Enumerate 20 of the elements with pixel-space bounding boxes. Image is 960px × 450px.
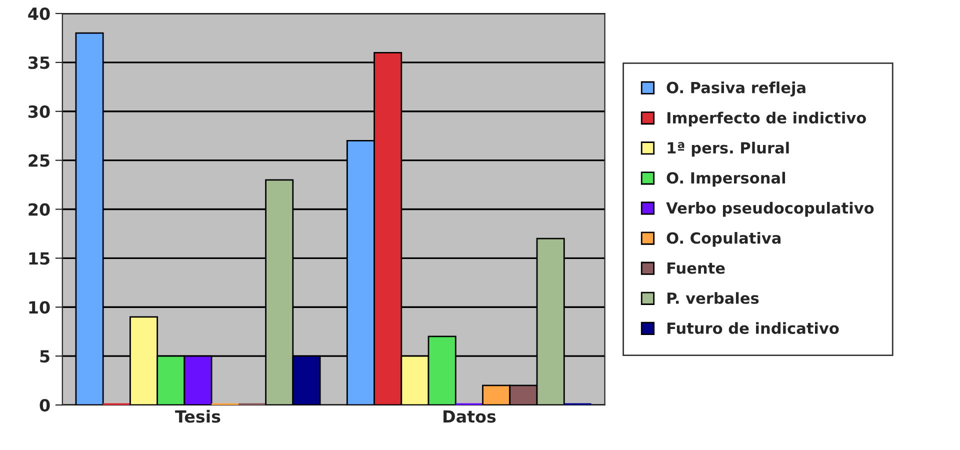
legend-label: 1ª pers. Plural — [668, 142, 789, 157]
legend-label: O. Impersonal — [666, 172, 785, 187]
y-tick-label: 20 — [28, 203, 50, 216]
legend-label: O. Pasiva refleja — [666, 82, 806, 96]
y-tick-label: 35 — [28, 56, 50, 70]
y-tick-label: 5 — [40, 350, 50, 363]
y-tick-label: 15 — [29, 252, 50, 265]
legend-label: O. Copulativa — [666, 232, 781, 247]
y-tick-label: 30 — [28, 105, 50, 118]
y-tick-label: 10 — [29, 301, 50, 314]
y-tick-label: 40 — [28, 7, 50, 20]
legend-label: Imperfecto de indictivo — [667, 112, 866, 127]
legend-label: Fuente — [667, 262, 725, 274]
x-tick-label: Datos — [444, 410, 496, 423]
legend-label: Verbo pseudocopulativo — [666, 202, 874, 217]
x-tick-label: Tesis — [175, 410, 220, 423]
y-tick-label: 25 — [28, 154, 50, 167]
legend-label: Futuro de indicativo — [667, 322, 839, 334]
y-tick-label: 0 — [40, 398, 50, 412]
legend-label: P. verbales — [667, 292, 759, 304]
